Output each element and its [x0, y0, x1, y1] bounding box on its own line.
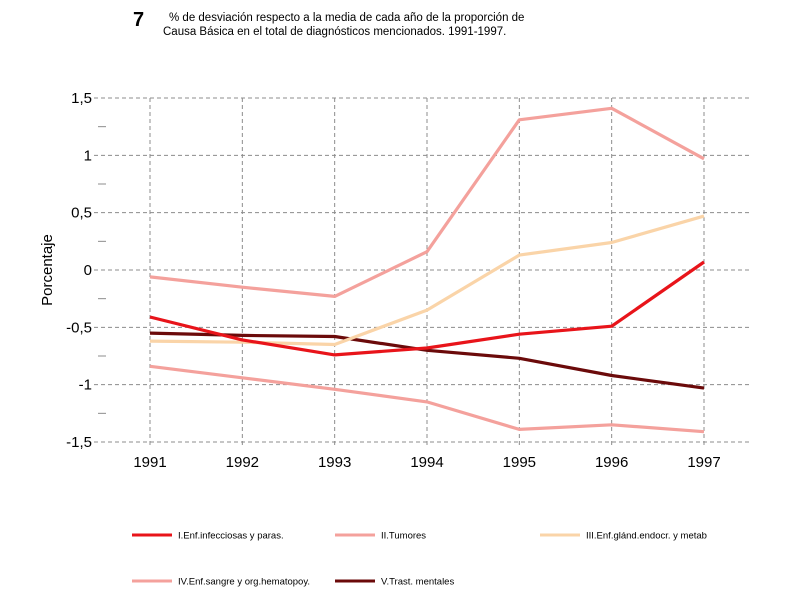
y-tick-label: 1,5	[71, 90, 92, 107]
x-tick-label: 1991	[133, 454, 166, 471]
y-tick-label: 0,5	[71, 205, 92, 222]
legend-label-3: III.Enf.glánd.endocr. y metab	[586, 531, 707, 542]
legend: I.Enf.infecciosas y paras. II.Tumores III.…	[132, 531, 707, 588]
y-axis-label: Porcentaje	[39, 234, 56, 306]
x-tick-label: 1994	[410, 454, 443, 471]
series-line-4	[149, 364, 705, 434]
series-line-2	[149, 106, 705, 298]
x-axis: 1991 1992 1993 1994 1995 1996 1997	[133, 454, 720, 471]
x-tick-label: 1993	[318, 454, 351, 471]
legend-label-5: V.Trast. mentales	[381, 577, 454, 588]
chart-title-line-2: Causa Básica en el total de diagnósticos…	[163, 26, 506, 38]
legend-label-1: I.Enf.infecciosas y paras.	[178, 531, 284, 542]
y-tick-label: -1	[79, 377, 92, 394]
legend-label-2: II.Tumores	[381, 531, 426, 542]
x-tick-label: 1996	[595, 454, 628, 471]
x-tick-label: 1995	[503, 454, 536, 471]
x-tick-label: 1992	[226, 454, 259, 471]
series-line-5	[149, 331, 705, 390]
series-lines	[149, 106, 705, 434]
legend-label-4: IV.Enf.sangre y org.hematopoy.	[178, 577, 310, 588]
gridlines	[94, 97, 750, 448]
series-line-3	[149, 214, 705, 347]
y-axis: -1,5 -1 -0,5 0 0,5 1 1,5	[66, 90, 106, 451]
y-tick-label: -0,5	[66, 319, 92, 336]
y-tick-label: 0	[84, 262, 92, 279]
y-tick-label: -1,5	[66, 434, 92, 451]
chart-title-line-1: % de desviación respecto a la media de c…	[169, 12, 524, 24]
x-tick-label: 1997	[687, 454, 720, 471]
figure-number: 7	[133, 9, 144, 31]
y-tick-label: 1	[84, 147, 92, 164]
series-line-1	[149, 260, 705, 357]
